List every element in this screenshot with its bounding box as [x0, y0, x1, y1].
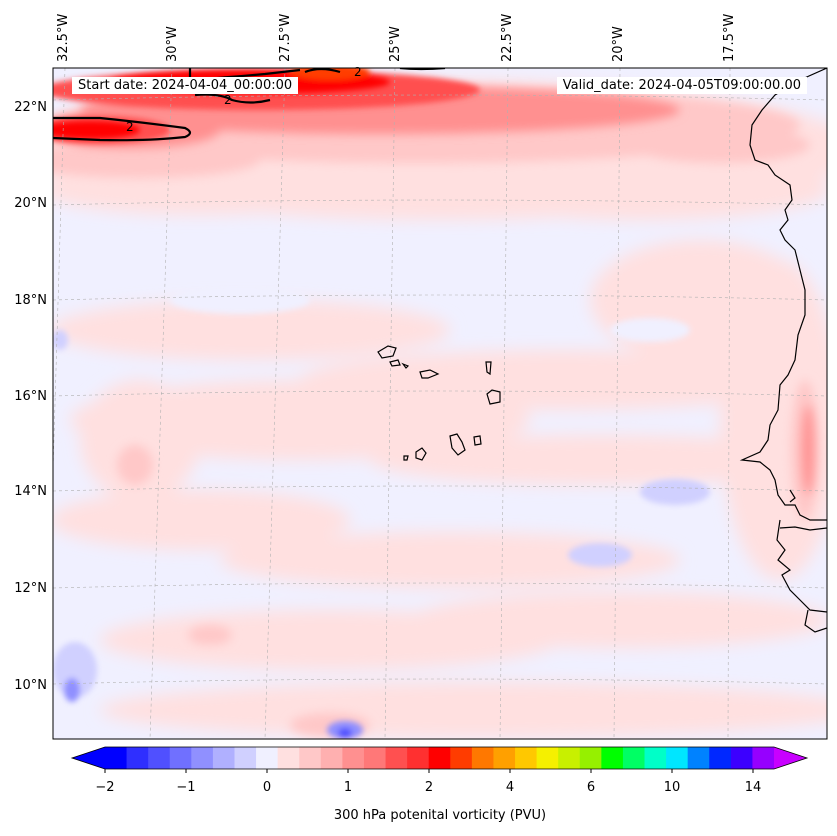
- colorbar-swatch: [105, 747, 128, 769]
- colorbar-tick-label: −2: [95, 780, 115, 795]
- colorbar-swatch: [256, 747, 279, 769]
- map-area: [53, 68, 827, 739]
- colorbar-swatch: [385, 747, 408, 769]
- colorbar-swatch: [234, 747, 257, 769]
- colorbar-under-extension: [72, 747, 105, 769]
- contour-label: 2: [126, 120, 134, 134]
- lat-label: 12°N: [14, 581, 47, 596]
- lon-label: 20°W: [611, 26, 626, 62]
- colorbar-tick-label: 0: [262, 780, 272, 795]
- colorbar-swatch: [579, 747, 602, 769]
- contour-labels: 2 2 2: [126, 65, 362, 134]
- colorbar-tick-label: −1: [176, 780, 196, 795]
- contour-label: 2: [354, 65, 362, 79]
- colorbar-swatch: [428, 747, 451, 769]
- colorbar-swatch: [342, 747, 365, 769]
- valid-date-label: Valid_date: 2024-04-05T09:00:00.00: [556, 77, 807, 94]
- coastline: [739, 68, 827, 633]
- colorbar-swatch: [471, 747, 494, 769]
- lat-label: 18°N: [14, 293, 47, 308]
- pv-field-negative: [53, 286, 710, 739]
- colorbar-swatch: [558, 747, 581, 769]
- lon-label: 25°W: [388, 26, 403, 62]
- lat-label: 10°N: [14, 678, 47, 693]
- colorbar-swatch: [666, 747, 689, 769]
- lat-label: 14°N: [14, 484, 47, 499]
- lon-label: 32.5°W: [56, 14, 71, 62]
- colorbar-swatch: [148, 747, 171, 769]
- start-date-label: Start date: 2024-04-04_00:00:00: [72, 77, 299, 94]
- colorbar-swatch: [320, 747, 343, 769]
- colorbar-swatch: [730, 747, 753, 769]
- map-frame: [52, 67, 828, 740]
- lon-label: 17.5°W: [722, 14, 737, 62]
- lat-label: 22°N: [14, 100, 47, 115]
- latitude-labels: 22°N 20°N 18°N 16°N 14°N 12°N 10°N: [14, 100, 47, 693]
- lat-label: 16°N: [14, 389, 47, 404]
- colorbar-swatch: [169, 747, 192, 769]
- colorbar-swatch: [212, 747, 235, 769]
- colorbar-swatch: [687, 747, 710, 769]
- colorbar-swatch: [299, 747, 322, 769]
- contour-label: 2: [224, 93, 232, 107]
- colorbar-swatch: [493, 747, 516, 769]
- colorbar-swatch: [407, 747, 430, 769]
- colorbar-swatch: [450, 747, 473, 769]
- colorbar-swatch: [752, 747, 775, 769]
- colorbar-tick-label: 2: [424, 780, 434, 795]
- colorbar-tick-label: 6: [586, 780, 596, 795]
- colorbar-swatch: [277, 747, 300, 769]
- colorbar-over-extension: [774, 747, 807, 769]
- colorbar-swatch: [709, 747, 732, 769]
- colorbar-swatch: [644, 747, 667, 769]
- colorbar-swatch: [601, 747, 624, 769]
- colorbar-swatch: [126, 747, 149, 769]
- colorbar-tick-label: 10: [663, 780, 681, 795]
- colorbar-swatch: [515, 747, 538, 769]
- lon-label: 27.5°W: [278, 14, 293, 62]
- colorbar: [70, 746, 809, 773]
- cape-verde-islands: [377, 345, 501, 461]
- lon-label: 22.5°W: [500, 14, 515, 62]
- colorbar-tick-label: 4: [505, 780, 515, 795]
- colorbar-swatch: [536, 747, 559, 769]
- colorbar-swatch: [191, 747, 214, 769]
- colorbar-tick-label: 1: [343, 780, 353, 795]
- lat-label: 20°N: [14, 196, 47, 211]
- colorbar-swatch: [622, 747, 646, 769]
- lon-label: 30°W: [165, 26, 180, 62]
- colorbar-title: 300 hPa potenital vorticity (PVU): [333, 808, 547, 823]
- gridlines: [53, 68, 827, 739]
- longitude-labels: 32.5°W 30°W 27.5°W 25°W 22.5°W 20°W 17.5…: [56, 14, 737, 62]
- colorbar-tick-label: 14: [744, 780, 762, 795]
- colorbar-swatch: [363, 747, 387, 769]
